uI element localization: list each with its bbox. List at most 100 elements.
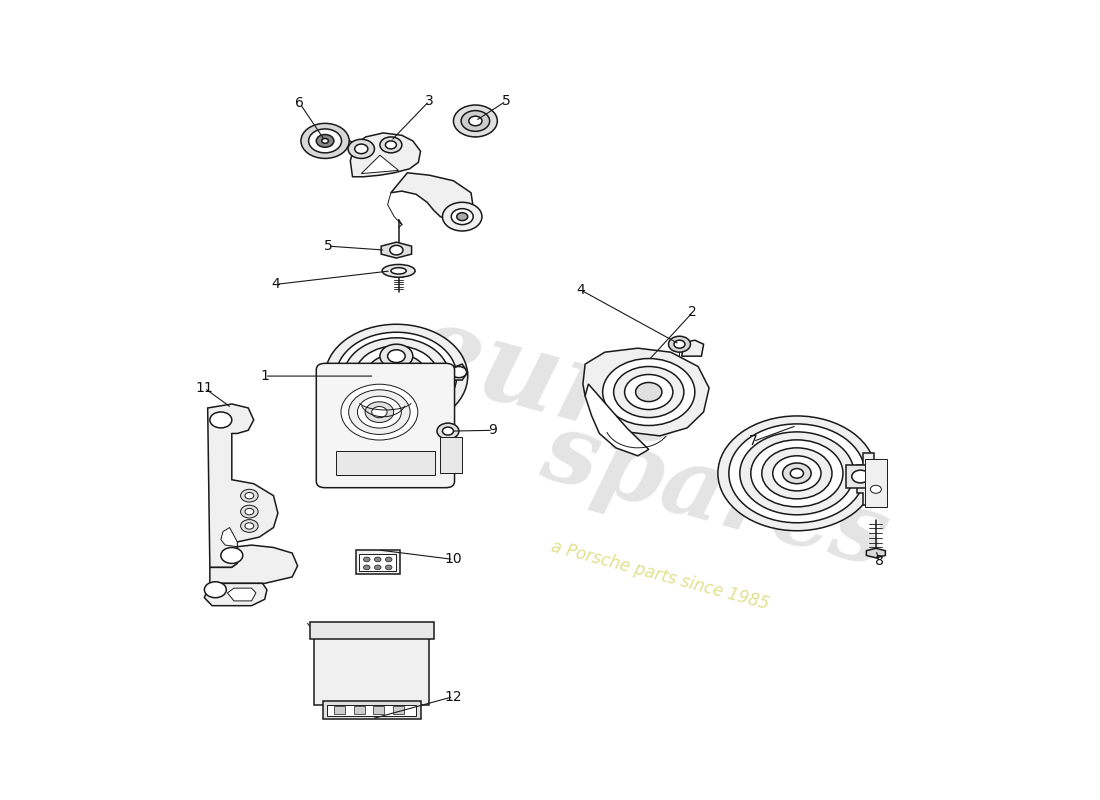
Circle shape: [603, 358, 695, 426]
Circle shape: [772, 456, 821, 491]
Circle shape: [374, 565, 381, 570]
Circle shape: [461, 110, 490, 131]
Text: euro: euro: [399, 295, 701, 473]
Circle shape: [205, 582, 227, 598]
Circle shape: [762, 448, 832, 499]
Bar: [336, 451, 434, 475]
Text: spares: spares: [531, 405, 898, 587]
Circle shape: [379, 137, 401, 153]
Polygon shape: [857, 454, 873, 506]
Bar: [353, 706, 364, 714]
Circle shape: [625, 374, 673, 410]
Text: 5: 5: [502, 94, 510, 108]
Text: 10: 10: [444, 553, 462, 566]
Circle shape: [614, 366, 684, 418]
Circle shape: [385, 557, 392, 562]
Circle shape: [870, 486, 881, 494]
Circle shape: [385, 368, 407, 384]
Circle shape: [241, 519, 258, 532]
Polygon shape: [228, 588, 256, 601]
Circle shape: [389, 246, 403, 255]
Circle shape: [636, 382, 662, 402]
Text: 8: 8: [874, 554, 883, 568]
Text: 9: 9: [488, 423, 497, 438]
Polygon shape: [867, 548, 886, 558]
Circle shape: [336, 332, 456, 420]
Circle shape: [210, 412, 232, 428]
Text: 4: 4: [272, 278, 280, 291]
Polygon shape: [350, 133, 420, 177]
Polygon shape: [583, 348, 710, 436]
Circle shape: [851, 470, 869, 483]
Circle shape: [451, 209, 473, 225]
Circle shape: [349, 390, 410, 434]
Circle shape: [379, 344, 412, 368]
Bar: [373, 706, 384, 714]
Text: 2: 2: [689, 306, 697, 319]
Circle shape: [363, 565, 370, 570]
Circle shape: [469, 116, 482, 126]
Circle shape: [343, 338, 449, 414]
Circle shape: [385, 141, 396, 149]
Polygon shape: [449, 364, 468, 380]
Circle shape: [372, 406, 387, 418]
Bar: [865, 459, 887, 507]
Circle shape: [245, 509, 254, 515]
Polygon shape: [585, 384, 649, 456]
Circle shape: [245, 522, 254, 529]
Circle shape: [437, 423, 459, 439]
Circle shape: [387, 350, 405, 362]
Text: a Porsche parts since 1985: a Porsche parts since 1985: [549, 538, 771, 614]
Polygon shape: [205, 583, 267, 606]
Circle shape: [385, 565, 392, 570]
Circle shape: [674, 340, 685, 348]
Circle shape: [341, 384, 418, 440]
Circle shape: [453, 105, 497, 137]
Circle shape: [718, 416, 876, 530]
Circle shape: [348, 139, 374, 158]
Text: 1: 1: [261, 369, 270, 383]
Polygon shape: [382, 242, 411, 258]
Circle shape: [309, 129, 341, 153]
Polygon shape: [210, 545, 298, 583]
Circle shape: [354, 144, 367, 154]
Circle shape: [245, 493, 254, 499]
Circle shape: [790, 469, 803, 478]
Bar: [440, 438, 462, 474]
Circle shape: [374, 557, 381, 562]
Circle shape: [456, 213, 468, 221]
Circle shape: [669, 336, 691, 352]
Circle shape: [241, 506, 258, 518]
Circle shape: [326, 324, 468, 428]
Circle shape: [740, 432, 854, 515]
Text: 11: 11: [196, 381, 213, 395]
Circle shape: [365, 402, 394, 422]
Text: 6: 6: [296, 97, 305, 110]
Bar: [846, 466, 873, 488]
Circle shape: [301, 123, 349, 158]
Bar: [359, 554, 396, 571]
Polygon shape: [682, 340, 704, 356]
Ellipse shape: [390, 268, 406, 274]
Bar: [323, 702, 420, 719]
Polygon shape: [208, 404, 278, 567]
Circle shape: [221, 547, 243, 563]
Text: 4: 4: [576, 283, 585, 297]
Circle shape: [442, 427, 453, 435]
Bar: [310, 622, 433, 639]
Circle shape: [751, 440, 843, 507]
Circle shape: [354, 346, 438, 406]
Text: 5: 5: [324, 239, 332, 253]
Circle shape: [365, 354, 427, 398]
Circle shape: [317, 134, 333, 147]
Circle shape: [729, 424, 865, 522]
Bar: [355, 550, 399, 574]
Text: 7: 7: [749, 434, 758, 449]
Circle shape: [782, 463, 811, 484]
FancyBboxPatch shape: [317, 363, 454, 488]
Text: 3: 3: [425, 94, 433, 108]
Bar: [341, 400, 424, 452]
Circle shape: [322, 138, 329, 143]
Circle shape: [442, 202, 482, 231]
Circle shape: [451, 366, 466, 378]
